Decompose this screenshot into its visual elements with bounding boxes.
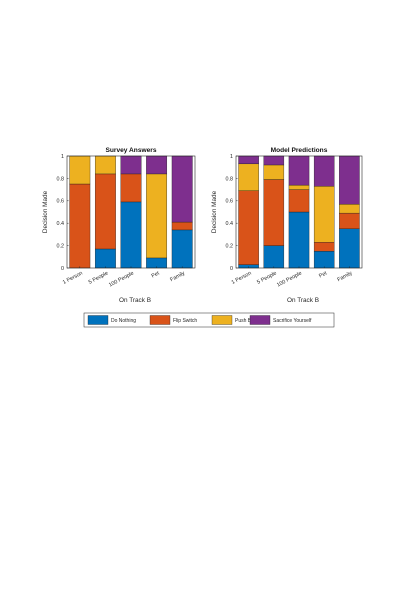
legend-label: Flip Switch [173, 318, 197, 324]
bar-segment [171, 229, 193, 269]
x-tick-label: Pet [318, 270, 328, 279]
x-tick-label: 100 People [108, 270, 135, 288]
legend-label: Do Nothing [111, 318, 136, 324]
bar-segment [313, 251, 335, 269]
y-tick-label: 0.8 [57, 176, 65, 182]
bar-segment [339, 203, 360, 214]
y-tick-label: 0 [61, 266, 64, 272]
y-tick-label: 0.2 [226, 244, 234, 250]
y-tick-label: 1 [230, 154, 233, 160]
x-tick-label: Family [169, 270, 186, 283]
bar-segment [288, 184, 310, 190]
y-tick-label: 0.4 [57, 221, 65, 227]
x-tick-label: 5 People [88, 270, 110, 285]
bar-segment [146, 155, 168, 175]
bar-segment [339, 212, 360, 229]
bar-segment [313, 242, 335, 252]
bar-segment [339, 228, 360, 269]
bar-segment [94, 248, 116, 269]
x-tick-label: 1 Person [231, 270, 253, 285]
bar-segment [69, 183, 91, 269]
x-tick-label: Pet [151, 270, 161, 279]
chart-title: Model Predictions [271, 147, 328, 154]
legend-swatch [149, 315, 171, 325]
y-tick-label: 0.6 [57, 199, 65, 205]
bar-segment [288, 155, 310, 186]
legend-label: Push B [235, 318, 252, 324]
bar-segment [339, 155, 360, 205]
y-axis-title: Decision Made [211, 190, 218, 233]
x-tick-label: Family [337, 270, 354, 283]
bar-segment [263, 155, 285, 166]
legend-swatch [87, 315, 109, 325]
x-axis-title: On Track B [119, 297, 151, 304]
legend-box [83, 312, 335, 328]
bar-segment [120, 201, 142, 269]
bar-segment [94, 155, 116, 175]
bar-segment [120, 155, 142, 175]
y-axis-title: Decision Made [42, 190, 49, 233]
bar-segment [313, 155, 335, 187]
bar-segment [94, 173, 116, 250]
legend: Do Nothing Flip Switch Push B Sacrifice You… [83, 312, 335, 328]
bar-segment [171, 155, 193, 223]
bar-segment [146, 173, 168, 259]
bar-segment [238, 163, 259, 191]
axes-box [235, 155, 363, 269]
bar-segment [238, 190, 259, 265]
bar-segment [313, 186, 335, 243]
legend-swatch [249, 315, 271, 325]
x-tick-label: 1 Person [62, 270, 84, 285]
legend-label: Sacrifice Yourself [273, 318, 312, 324]
y-tick-label: 0.6 [226, 199, 234, 205]
legend-swatch [211, 315, 233, 325]
x-axis-title: On Track B [287, 297, 319, 304]
y-tick-label: 0 [230, 266, 233, 272]
bar-segment [69, 155, 91, 185]
bar-segment [238, 155, 259, 165]
bar-segment [263, 179, 285, 246]
bar-segment [171, 221, 193, 231]
axes-box [66, 155, 196, 269]
y-tick-label: 0.8 [226, 176, 234, 182]
bar-segment [120, 173, 142, 203]
bar-segment [263, 164, 285, 180]
bar-segment [263, 245, 285, 269]
y-tick-label: 1 [61, 154, 64, 160]
bar-segment [288, 211, 310, 269]
chart-title: Survey Answers [105, 147, 156, 154]
y-tick-label: 0.2 [57, 244, 65, 250]
x-tick-label: 5 People [256, 270, 278, 285]
y-tick-label: 0.4 [226, 221, 234, 227]
bar-segment [288, 189, 310, 213]
x-tick-label: 100 People [276, 270, 303, 288]
